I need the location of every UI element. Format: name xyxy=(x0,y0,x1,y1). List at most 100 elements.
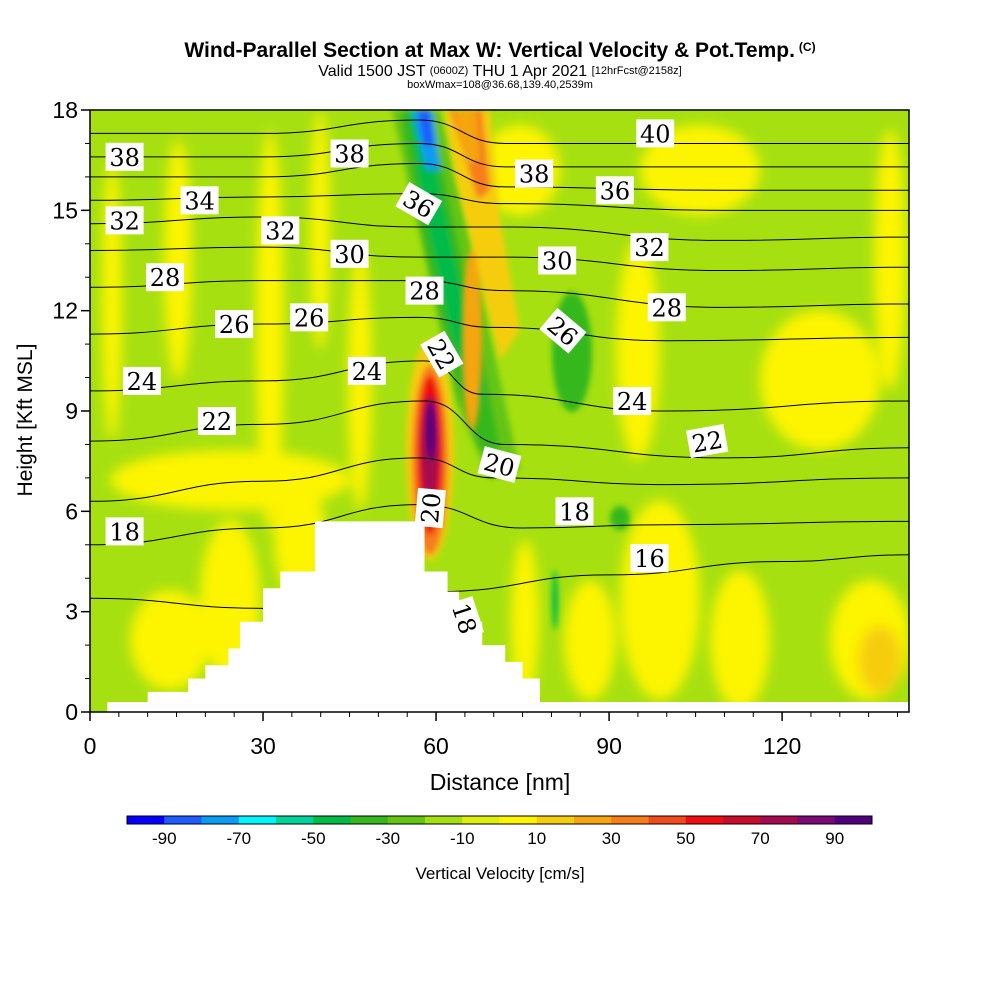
contour-label-text: 24 xyxy=(617,388,648,416)
contour-label: 28 xyxy=(145,263,184,292)
colorbar-frame xyxy=(126,815,873,825)
colorbar-swatch xyxy=(611,816,649,824)
colorbar-swatch xyxy=(834,816,873,824)
theta-contour-24 xyxy=(90,360,909,412)
contour-label: 24 xyxy=(122,366,161,396)
contour-label-text: 18 xyxy=(109,518,140,546)
y-tick-label: 6 xyxy=(65,498,78,524)
colorbar-tick-label: 10 xyxy=(527,829,546,848)
colorbar-swatch xyxy=(574,816,612,824)
colorbar: -90 -70 -50 -30 -10 10 30 50 70 90 xyxy=(126,815,873,848)
colorbar-swatch xyxy=(276,816,314,824)
contour-label: 18 xyxy=(555,497,594,526)
weak-updraft-patches xyxy=(102,110,909,710)
contour-label-box xyxy=(613,386,652,415)
contour-label-box xyxy=(197,407,236,436)
colorbar-tick-label: -90 xyxy=(152,829,177,848)
subtitle-utc: (0600Z) xyxy=(429,65,469,77)
x-axis: 0 30 60 90 120 xyxy=(84,712,898,759)
title-mark: (C) xyxy=(798,40,816,54)
contour-label-text: 36 xyxy=(600,177,631,205)
y-tick-label: 0 xyxy=(65,699,78,725)
contour-label: 38 xyxy=(515,159,554,189)
contour-label-box xyxy=(414,487,446,529)
contour-label-text: 38 xyxy=(519,161,550,189)
colorbar-tick-label: -30 xyxy=(375,829,400,848)
contour-label-text: 22 xyxy=(202,408,233,436)
theta-contour-20 xyxy=(90,457,909,502)
contour-label-box xyxy=(330,239,369,268)
contour-label-box xyxy=(685,424,729,459)
colorbar-tick-label: -10 xyxy=(450,829,475,848)
colorbar-swatch xyxy=(797,816,836,824)
colorbar-swatch xyxy=(201,816,240,824)
theta-contour-28 xyxy=(90,280,909,308)
colorbar-swatch xyxy=(127,816,165,824)
contour-label-text: 34 xyxy=(184,187,215,215)
contour-label: 18 xyxy=(105,517,144,546)
contour-label: 28 xyxy=(647,293,686,322)
contour-label-text: 32 xyxy=(634,234,665,262)
contour-label-text: 38 xyxy=(334,140,365,168)
contour-label-box xyxy=(330,139,369,168)
contour-label: 32 xyxy=(261,216,300,245)
contour-label-text: 28 xyxy=(651,294,682,322)
theta-contour-16 xyxy=(90,554,909,609)
subtitle-day: THU 1 Apr 2021 xyxy=(472,63,588,80)
y-tick-label: 15 xyxy=(52,197,78,223)
contour-label-box xyxy=(105,206,144,235)
contour-label-text: 40 xyxy=(640,120,671,148)
contour-label-box xyxy=(105,517,144,546)
colorbar-swatch xyxy=(350,816,389,824)
contour-label-box xyxy=(515,159,554,188)
contour-label-box xyxy=(630,233,669,262)
colorbar-tick-label: 30 xyxy=(602,829,621,848)
y-tick-label: 18 xyxy=(52,97,78,123)
x-tick-label: 30 xyxy=(250,733,276,759)
contour-label-box xyxy=(477,446,522,483)
contour-label-text: 20 xyxy=(416,492,447,525)
title-block: Wind-Parallel Section at Max W: Vertical… xyxy=(0,34,1000,91)
colorbar-swatch xyxy=(760,816,798,824)
contour-label-box xyxy=(261,216,300,245)
contour-label-text: 28 xyxy=(409,278,440,306)
contour-label: 24 xyxy=(613,386,652,416)
y-tick-label: 12 xyxy=(52,298,78,324)
y-axis-label: Height [Kft MSL] xyxy=(14,344,37,497)
contour-label: 34 xyxy=(180,186,219,215)
contour-label-text: 32 xyxy=(265,217,296,245)
x-tick-label: 0 xyxy=(84,733,97,759)
colorbar-swatch xyxy=(313,816,351,824)
contour-label-box xyxy=(180,186,219,215)
contour-label: 22 xyxy=(197,407,236,436)
contour-label-text: 24 xyxy=(352,358,383,386)
y-axis: 0 3 6 9 12 15 18 xyxy=(52,97,90,725)
theta-contour-30 xyxy=(90,246,909,272)
contour-label: 30 xyxy=(330,239,369,269)
contour-label-box xyxy=(630,544,669,573)
theta-contour-18 xyxy=(90,504,909,546)
contour-label: 38 xyxy=(105,142,144,172)
contour-label-box xyxy=(122,366,161,395)
contour-label: 24 xyxy=(347,356,386,386)
theta-contour-36 xyxy=(90,163,909,191)
x-tick-label: 60 xyxy=(423,733,449,759)
x-tick-label: 120 xyxy=(763,733,801,759)
colorbar-tick-label: -50 xyxy=(301,829,326,848)
contour-label-box xyxy=(420,330,464,378)
y-tick-label: 9 xyxy=(65,398,78,424)
x-axis-label: Distance [nm] xyxy=(430,769,571,795)
contour-label-box xyxy=(145,263,184,292)
terrain-mask xyxy=(90,521,909,712)
contour-label: 40 xyxy=(636,119,675,148)
colorbar-swatch xyxy=(499,816,538,824)
contour-label-text: 26 xyxy=(294,304,325,332)
y-tick-label: 3 xyxy=(65,599,78,625)
contour-label: 20 xyxy=(414,487,447,529)
colorbar-swatch xyxy=(685,816,724,824)
colorbar-label: Vertical Velocity [cm/s] xyxy=(415,864,585,883)
subtitle-box: boxWmax=108@36.68,139.40,2539m xyxy=(407,79,593,91)
colorbar-swatch xyxy=(425,816,463,824)
contour-label: 28 xyxy=(405,276,444,306)
contour-label: 26 xyxy=(290,303,329,332)
